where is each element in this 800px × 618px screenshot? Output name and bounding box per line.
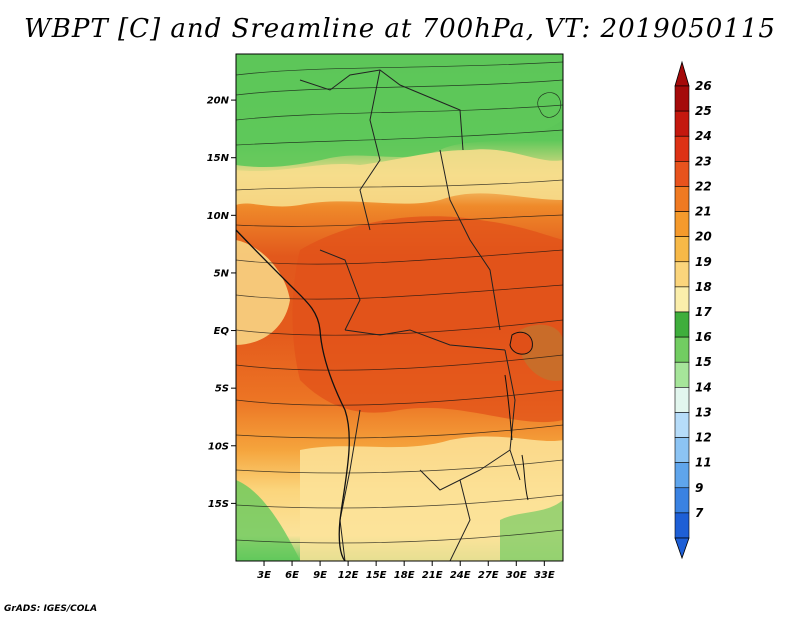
colorbar-label: 15 — [695, 355, 712, 369]
colorbar-segment — [674, 236, 690, 263]
lat-tick-label: 5N — [214, 268, 230, 279]
colorbar: 26 25 24 23 22 21 20 19 18 17 16 15 14 13 12 11 9 7 — [674, 60, 712, 560]
lat-tick-label: 10N — [207, 211, 230, 222]
lon-tick-label: 9E — [313, 570, 327, 581]
temperature-patches — [236, 54, 563, 561]
colorbar-label: 24 — [695, 129, 712, 143]
country-borders — [299, 69, 521, 561]
red-belt — [292, 216, 563, 423]
colorbar-segment — [674, 261, 690, 288]
colorbar-segment — [674, 110, 690, 137]
colorbar-segment — [674, 387, 690, 413]
colorbar-segment — [674, 161, 690, 187]
colorbar-segment — [674, 135, 690, 162]
colorbar-segment — [674, 286, 690, 313]
map-plot-area — [236, 54, 563, 561]
north-green-zone — [236, 54, 563, 168]
lat-tick-label: 15N — [207, 153, 230, 164]
colorbar-label: 21 — [695, 205, 712, 219]
colorbar-label: 7 — [695, 506, 704, 520]
colorbar-top-arrow — [674, 60, 690, 87]
colorbar-bottom-arrow — [674, 537, 690, 560]
colorbar-segment — [674, 85, 690, 112]
lat-tick-label: 20N — [207, 96, 230, 107]
colorbar-label: 16 — [695, 330, 712, 344]
colorbar-label: 9 — [695, 481, 703, 495]
colorbar-segment — [674, 462, 690, 489]
colorbar-segment — [674, 512, 690, 539]
lon-tick-label: 30E — [506, 570, 527, 581]
lake-victoria — [509, 331, 533, 355]
colorbar-label: 11 — [695, 456, 712, 470]
colorbar-label: 19 — [695, 255, 712, 269]
lon-tick-label: 21E — [422, 570, 443, 581]
colorbar-label: 17 — [695, 305, 712, 319]
colorbar-segment — [674, 311, 690, 338]
lake-tanganyika — [504, 374, 513, 441]
colorbar-label: 26 — [695, 79, 712, 93]
colorbar-label: 23 — [695, 154, 712, 168]
lon-tick-label: 6E — [285, 570, 299, 581]
colorbar-segment — [674, 336, 690, 363]
credit-label: GrADS: IGES/COLA — [4, 604, 98, 614]
lon-tick-label: 24E — [450, 570, 471, 581]
longitude-axis: 3E 6E 9E 12E 15E 18E 21E 24E 27E 30E 33E — [257, 561, 555, 581]
colorbar-segment — [674, 487, 690, 514]
lake-malawi — [521, 454, 529, 501]
yellow-south — [300, 436, 563, 561]
colorbar-segment — [674, 186, 690, 212]
lon-tick-label: 3E — [257, 570, 271, 581]
lon-tick-label: 15E — [366, 570, 387, 581]
lat-tick-label: 5S — [215, 384, 229, 395]
colorbar-segment — [674, 412, 690, 438]
lon-tick-label: 27E — [478, 570, 499, 581]
colorbar-segment — [674, 211, 690, 237]
colorbar-label: 12 — [695, 431, 712, 445]
lon-tick-label: 33E — [534, 570, 555, 581]
coastline — [236, 229, 350, 561]
colorbar-segment — [674, 437, 690, 463]
lat-tick-label: 15S — [208, 499, 229, 510]
yellow-transition — [236, 149, 563, 207]
colorbar-label: 13 — [695, 405, 712, 419]
chart-title: WBPT [C] and Sreamline at 700hPa, VT: 20… — [24, 14, 776, 44]
map-frame — [235, 53, 564, 562]
lat-tick-label: EQ — [214, 326, 230, 337]
colorbar-label: 25 — [695, 104, 712, 118]
colorbar-label: 20 — [695, 230, 712, 244]
colorbar-label: 14 — [695, 380, 712, 394]
colorbar-label: 22 — [695, 179, 712, 193]
yellow-west-coast — [236, 240, 290, 345]
colorbar-label: 18 — [695, 280, 712, 294]
lon-tick-label: 12E — [338, 570, 359, 581]
latitude-axis: 20N 15N 10N 5N EQ 5S 10S 15S — [207, 96, 236, 510]
lon-tick-label: 18E — [394, 570, 415, 581]
lat-tick-label: 10S — [208, 441, 229, 452]
colorbar-segment — [674, 361, 690, 388]
green-southeast — [500, 500, 563, 561]
